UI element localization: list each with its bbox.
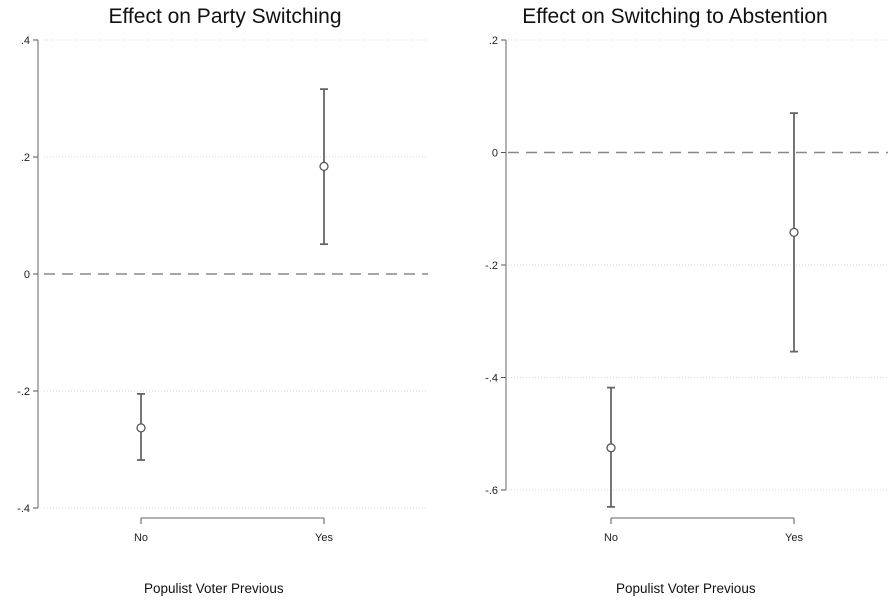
y-tick-label: -.2 (17, 386, 30, 398)
plot-area: .4 .2 0 -.2 -.4 No Yes (17, 35, 428, 544)
chart-party-switching: Effect on Party Switching .4 .2 0 -.2 -.4 No Y… (17, 5, 428, 596)
y-tick-label: .4 (21, 35, 30, 47)
y-tick-label: -.6 (485, 485, 498, 497)
x-tick-label: No (604, 532, 618, 544)
x-tick-label: No (134, 532, 148, 544)
point-estimate (606, 443, 616, 453)
plot-area: .2 0 -.2 -.4 -.6 No Yes (485, 35, 888, 544)
x-axis-label: Populist Voter Previous (144, 581, 284, 596)
x-tick-label: Yes (315, 532, 333, 544)
y-tick-label: 0 (24, 269, 30, 281)
y-tick-label: 0 (492, 148, 498, 160)
y-tick-label: -.2 (485, 260, 498, 272)
y-tick-label: -.4 (485, 373, 498, 385)
point-estimate (136, 423, 146, 433)
x-axis-label: Populist Voter Previous (616, 581, 756, 596)
point-estimate (319, 161, 329, 172)
chart-switching-to-abstention: Effect on Switching to Abstention .2 0 -.2… (444, 0, 888, 602)
chart-title: Effect on Switching to Abstention (522, 5, 828, 28)
point-estimate (789, 227, 799, 238)
y-tick-label: .2 (21, 152, 30, 164)
chart-title: Effect on Party Switching (108, 5, 342, 28)
x-tick-label: Yes (785, 532, 803, 544)
y-tick-label: -.4 (17, 503, 30, 515)
y-tick-label: .2 (489, 35, 498, 47)
